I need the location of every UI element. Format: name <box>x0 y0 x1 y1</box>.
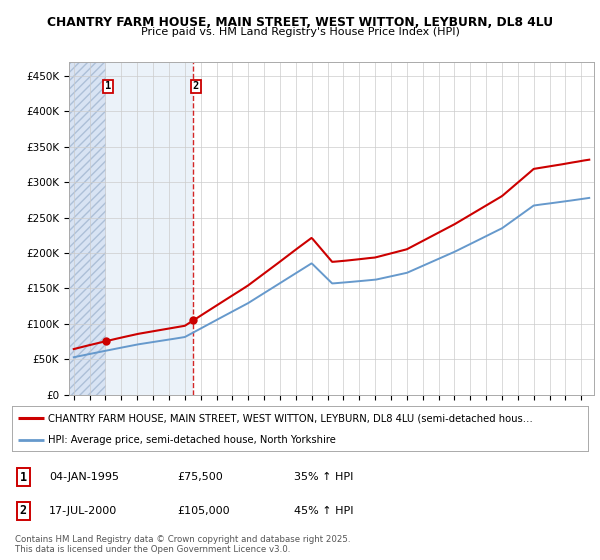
Text: CHANTRY FARM HOUSE, MAIN STREET, WEST WITTON, LEYBURN, DL8 4LU: CHANTRY FARM HOUSE, MAIN STREET, WEST WI… <box>47 16 553 29</box>
Text: £105,000: £105,000 <box>177 506 230 516</box>
Text: 1: 1 <box>105 81 111 91</box>
Text: £75,500: £75,500 <box>177 472 223 482</box>
Text: 17-JUL-2000: 17-JUL-2000 <box>49 506 118 516</box>
Text: CHANTRY FARM HOUSE, MAIN STREET, WEST WITTON, LEYBURN, DL8 4LU (semi-detached ho: CHANTRY FARM HOUSE, MAIN STREET, WEST WI… <box>48 413 532 423</box>
Text: Contains HM Land Registry data © Crown copyright and database right 2025.
This d: Contains HM Land Registry data © Crown c… <box>15 535 350 554</box>
Text: HPI: Average price, semi-detached house, North Yorkshire: HPI: Average price, semi-detached house,… <box>48 435 335 445</box>
Text: Price paid vs. HM Land Registry's House Price Index (HPI): Price paid vs. HM Land Registry's House … <box>140 27 460 37</box>
Text: 45% ↑ HPI: 45% ↑ HPI <box>294 506 353 516</box>
Text: 04-JAN-1995: 04-JAN-1995 <box>49 472 119 482</box>
Text: 1: 1 <box>20 470 27 484</box>
Text: 2: 2 <box>193 81 199 91</box>
Text: 35% ↑ HPI: 35% ↑ HPI <box>294 472 353 482</box>
Text: 2: 2 <box>20 504 27 517</box>
